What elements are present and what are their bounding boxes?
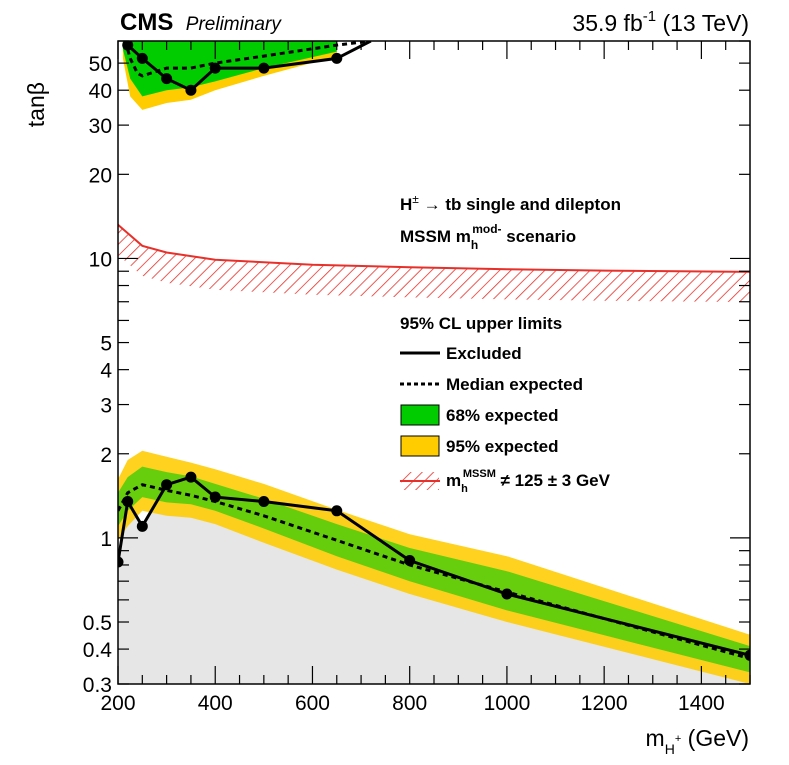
annot-line2-rest: scenario xyxy=(502,227,577,246)
observed-point-high xyxy=(122,41,134,51)
legend-mh-label: mh MSSM ≠ 125 ± 3 GeV xyxy=(446,468,611,495)
preliminary-label: Preliminary xyxy=(186,14,283,35)
x-axis-title-unit: (GeV) xyxy=(681,725,749,751)
y-tick-label: 10 xyxy=(89,248,112,271)
axis-ticks xyxy=(117,40,751,685)
lumi-exp: -1 xyxy=(643,8,656,25)
observed-point-low xyxy=(744,649,750,661)
observed-point-low xyxy=(136,520,148,532)
observed-point-low xyxy=(209,491,221,503)
lumi-energy: (13 TeV) xyxy=(656,10,749,36)
annot-mssm: MSSM m xyxy=(400,227,471,246)
observed-point-low xyxy=(185,471,197,483)
observed-point-low xyxy=(258,495,270,507)
annotation-line2: MSSM mh mod- scenario xyxy=(400,222,576,252)
legend-95-swatch xyxy=(400,435,440,457)
x-axis-title-main: m xyxy=(646,725,665,751)
observed-point-low xyxy=(331,505,343,517)
legend-mh-main: m xyxy=(446,471,461,490)
observed-point-high xyxy=(161,73,173,85)
x-axis-title-sup: + xyxy=(675,733,681,745)
observed-point-high xyxy=(258,62,270,74)
y-axis-title: tanβ xyxy=(23,82,49,127)
x-tick-label: 1400 xyxy=(678,692,725,715)
y-tick-label: 0.5 xyxy=(83,612,112,635)
legend-68-label: 68% expected xyxy=(446,406,558,425)
observed-point-low xyxy=(501,588,513,600)
lumi-label: 35.9 fb-1 (13 TeV) xyxy=(572,8,749,36)
x-axis-title-sub: H xyxy=(665,741,675,757)
header-left: CMS Preliminary xyxy=(120,9,282,36)
cms-label: CMS xyxy=(120,9,173,36)
legend-header: 95% CL upper limits xyxy=(400,314,562,333)
y-tick-label: 3 xyxy=(100,395,112,418)
annot-line1-rest: tb single and dilepton xyxy=(445,195,621,214)
x-tick-label: 800 xyxy=(392,692,427,715)
annotation-line1: H± → tb single and dilepton xyxy=(400,192,621,214)
mh-hatch-region xyxy=(118,224,750,303)
observed-points xyxy=(118,41,750,661)
mh-hatch-line xyxy=(118,224,750,273)
x-tick-label: 600 xyxy=(295,692,330,715)
observed-point-high xyxy=(185,84,197,96)
observed-point-low xyxy=(404,554,416,566)
x-tick-label: 200 xyxy=(100,692,135,715)
legend-mh-sup: MSSM xyxy=(463,468,496,480)
legend-median-label: Median expected xyxy=(446,375,583,394)
observed-point-low xyxy=(161,479,173,491)
x-tick-labels: 200 400 600 800 1000 1200 1400 xyxy=(100,692,724,715)
annot-mh-sub: h xyxy=(471,238,478,252)
observed-point-low xyxy=(122,495,134,507)
y-tick-label: 30 xyxy=(89,115,112,138)
observed-point-high xyxy=(209,62,221,74)
lumi-value: 35.9 fb xyxy=(572,10,642,36)
x-axis-title: mH+ (GeV) xyxy=(646,725,749,757)
y-tick-label: 20 xyxy=(89,164,112,187)
legend-95-label: 95% expected xyxy=(446,437,558,456)
y-tick-labels: 0.3 0.4 0.5 1 2 3 4 5 10 20 30 40 50 xyxy=(83,53,113,697)
x-tick-label: 1200 xyxy=(581,692,628,715)
x-tick-label: 400 xyxy=(198,692,233,715)
legend-mh-rest: ≠ 125 ± 3 GeV xyxy=(496,471,611,490)
legend-68-swatch xyxy=(400,404,440,426)
x-tick-label: 1000 xyxy=(484,692,531,715)
y-tick-label: 40 xyxy=(89,80,112,103)
y-tick-label: 1 xyxy=(100,528,112,551)
y-tick-label: 4 xyxy=(100,360,112,383)
observed-point-high xyxy=(136,52,148,64)
annot-arrow: → xyxy=(419,195,445,214)
y-tick-label: 50 xyxy=(89,53,112,76)
annot-mh-sup: mod- xyxy=(472,222,501,236)
annot-h: H xyxy=(400,195,412,214)
legend-mh-sub: h xyxy=(461,483,468,495)
legend-excluded-label: Excluded xyxy=(446,344,522,363)
annot-h-sup: ± xyxy=(412,192,419,206)
y-tick-label: 5 xyxy=(100,333,112,356)
expected-high-line xyxy=(123,41,371,78)
y-tick-label: 2 xyxy=(100,444,112,467)
y-tick-label: 0.4 xyxy=(83,639,113,662)
y-tick-label: 0.3 xyxy=(83,674,112,697)
observed-point-high xyxy=(331,52,343,64)
legend: 95% CL upper limits Excluded Median expe… xyxy=(400,314,611,495)
